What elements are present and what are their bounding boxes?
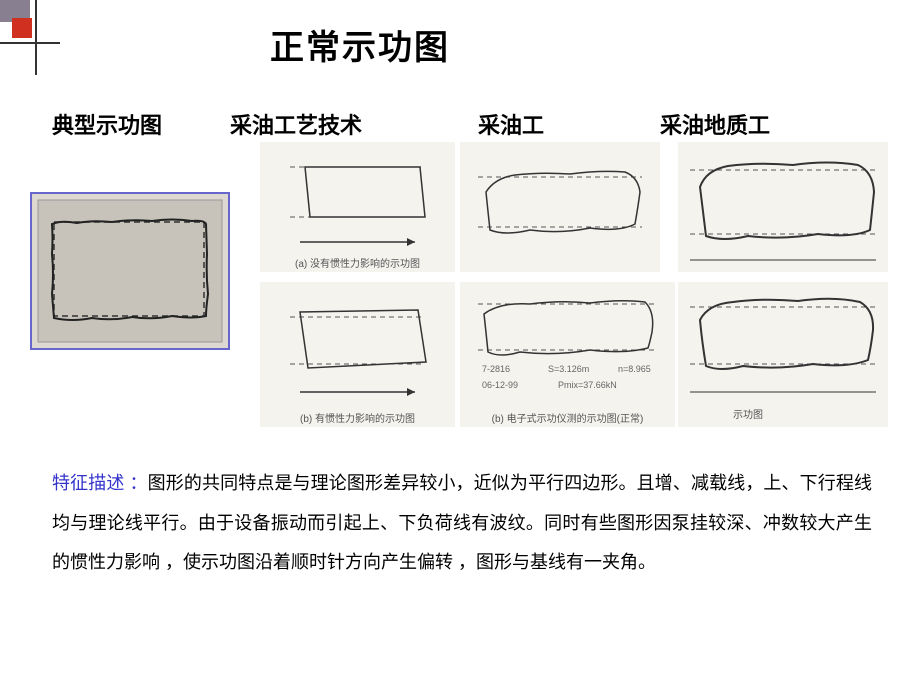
diagram-no-inertia: (a) 没有惯性力影响的示功图 [260, 142, 455, 272]
diagram-electronic: 7-2816 S=3.126m n=8.965 06-12-99 Pmix=37… [460, 282, 675, 427]
page-title: 正常示功图 [270, 20, 450, 69]
label-7-2816: 7-2816 [482, 364, 510, 374]
caption-c: (b) 电子式示功仪测的示功图(正常) [460, 410, 675, 425]
caption-a: (a) 没有惯性力影响的示功图 [260, 255, 455, 270]
header-col2: 采油工艺技术 [230, 108, 362, 140]
diagrams-area: (a) 没有惯性力影响的示功图 (b) 有惯性力影响的示功图 7-2 [30, 142, 900, 442]
description-label: 特征描述 ： [52, 473, 148, 493]
corner-decoration [0, 0, 50, 75]
diagram-geology-1 [678, 142, 888, 272]
header-col4: 采油地质工 [660, 108, 770, 140]
caption-d: 示功图 [733, 406, 763, 421]
diagram-oil-worker-1 [460, 142, 660, 272]
caption-b: (b) 有惯性力影响的示功图 [260, 410, 455, 425]
diagram-geology-2: 示功图 [678, 282, 888, 427]
main-dynamometer-diagram [30, 192, 230, 350]
label-n: n=8.965 [618, 364, 651, 374]
header-col3: 采油工 [478, 108, 544, 140]
label-date: 06-12-99 [482, 380, 518, 390]
header-col1: 典型示功图 [52, 108, 162, 140]
diagram-with-inertia: (b) 有惯性力影响的示功图 [260, 282, 455, 427]
description-text: 图形的共同特点是与理论图形差异较小，近似为平行四边形。且增、减载线，上、下行程线… [52, 473, 872, 572]
label-pmix: Pmix=37.66kN [558, 380, 617, 390]
description-block: 特征描述 ：图形的共同特点是与理论图形差异较小，近似为平行四边形。且增、减载线，… [52, 464, 872, 583]
label-s: S=3.126m [548, 364, 589, 374]
